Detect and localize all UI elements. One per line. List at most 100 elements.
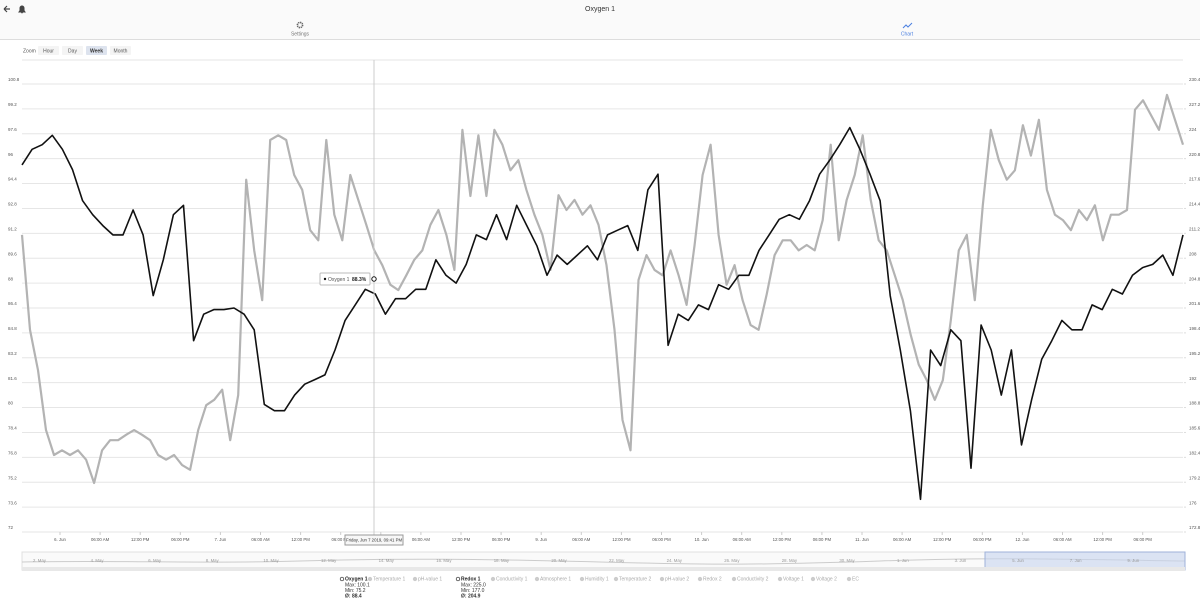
x-tick-label: 06:00 PM bbox=[171, 537, 190, 542]
zoom-button-label: Day bbox=[68, 48, 77, 54]
tooltip-value: 88.3% bbox=[352, 277, 367, 283]
legend-item[interactable]: Temperature 1 bbox=[367, 576, 405, 582]
legend-symbol bbox=[490, 576, 496, 582]
legend-item[interactable]: Atmosphere 1 bbox=[534, 576, 571, 582]
legend-stat: Ø: 204.9 bbox=[461, 593, 481, 599]
back-button[interactable] bbox=[3, 5, 10, 13]
tab-label: Chart bbox=[901, 31, 914, 37]
scrollbar[interactable] bbox=[22, 567, 1185, 571]
zoom-button[interactable]: Month bbox=[110, 46, 131, 55]
series-line bbox=[21, 126, 1184, 501]
legend-symbol bbox=[659, 576, 665, 582]
legend-symbol bbox=[339, 576, 345, 582]
series-line bbox=[20, 93, 1185, 485]
legend-label: Voltage 2 bbox=[816, 576, 837, 582]
y2-tick-label: 224 bbox=[1189, 127, 1197, 132]
zoom-button[interactable]: Week bbox=[86, 46, 107, 55]
legend-item[interactable]: Conductivity 1 bbox=[490, 576, 528, 582]
x-tick-label: 06:00 AM bbox=[251, 537, 270, 542]
x-tick-label: 12:00 PM bbox=[773, 537, 792, 542]
zoom-label: Zoom bbox=[23, 48, 36, 54]
legend-label: pH-value 2 bbox=[665, 576, 689, 582]
y-tick-label: 72 bbox=[8, 525, 14, 530]
legend-item[interactable]: Conductivity 2 bbox=[731, 576, 769, 582]
y2-tick-label: 176 bbox=[1189, 500, 1197, 505]
zoom-button[interactable]: Hour bbox=[38, 46, 59, 55]
y-tick-label: 88 bbox=[8, 276, 14, 281]
settings-tab[interactable]: Settings bbox=[291, 21, 310, 37]
navigator-label: 24. May bbox=[667, 558, 683, 563]
tooltip: Oxygen 1 88.3% Friday, Jun 7 2019, 09:41… bbox=[319, 272, 404, 546]
y2-tick-label: 230.4 bbox=[1189, 77, 1200, 82]
tooltip-swatch bbox=[323, 277, 327, 281]
legend-label: EC bbox=[852, 576, 859, 582]
navigator-label: 9. Jun bbox=[1127, 558, 1139, 563]
legend-label: Temperature 2 bbox=[619, 576, 651, 582]
legend-item[interactable]: Voltage 1 bbox=[777, 576, 804, 582]
time-tooltip: Friday, Jun 7 2019, 09:41 PM bbox=[346, 538, 402, 543]
chart: 72 73.6 75.2 76.8 78.4 80 81.6 83.2 84.8 86.4 88 89… bbox=[8, 59, 1200, 542]
legend-item[interactable]: pH-value 2 bbox=[659, 576, 689, 582]
y-tick-label: 83.2 bbox=[8, 351, 17, 356]
zoom-button-bg bbox=[38, 46, 59, 55]
zoom-button-bg bbox=[86, 46, 107, 55]
legend-symbol bbox=[613, 576, 619, 582]
legend-symbol bbox=[455, 576, 461, 582]
navigator-label: 18. May bbox=[494, 558, 510, 563]
x-tick-label: 9. Jun bbox=[535, 537, 547, 542]
x-tick-label: 7. Jun bbox=[215, 537, 227, 542]
legend-label: Oxygen 1 bbox=[345, 576, 368, 582]
y2-tick-label: 198.4 bbox=[1189, 326, 1200, 331]
x-tick-label: 06:00 PM bbox=[492, 537, 511, 542]
navigator-label: 1. Jun bbox=[897, 558, 909, 563]
zoom-button[interactable]: Day bbox=[62, 46, 83, 55]
navigator: 2. May 4. May 6. May 8. May 10. May 12. May 14… bbox=[21, 551, 1186, 571]
legend-item[interactable]: Humidity 1 bbox=[579, 576, 609, 582]
navigator-label: 26. May bbox=[724, 558, 740, 563]
legend-item[interactable]: Temperature 2 bbox=[613, 576, 651, 582]
navigator-label: 16. May bbox=[436, 558, 452, 563]
tooltip-series: Oxygen 1 bbox=[328, 277, 350, 283]
legend-label: Atmosphere 1 bbox=[540, 576, 571, 582]
navigator-label: 10. May bbox=[263, 558, 279, 563]
x-tick-label: 06:00 PM bbox=[652, 537, 671, 542]
y-tick-label: 75.2 bbox=[8, 475, 17, 480]
x-tick-label: 06:00 PM bbox=[813, 537, 832, 542]
legend-symbol bbox=[846, 576, 852, 582]
x-tick-label: 6. Jun bbox=[54, 537, 66, 542]
x-tick-label: 12:00 PM bbox=[933, 537, 952, 542]
legend-item[interactable]: Redox 2 bbox=[697, 576, 722, 582]
y2-tick-label: 208 bbox=[1189, 251, 1197, 256]
x-tick-label: 06:00 PM bbox=[1133, 537, 1152, 542]
y-tick-label: 99.2 bbox=[8, 102, 17, 107]
x-tick-label: 12:00 PM bbox=[131, 537, 150, 542]
legend-stat: Max: 225.0 bbox=[461, 582, 486, 588]
x-tick-label: 12. Jun bbox=[1015, 537, 1030, 542]
navigator-label: 12. May bbox=[321, 558, 337, 563]
notifications-button[interactable] bbox=[18, 5, 26, 14]
legend-label: pH-value 1 bbox=[418, 576, 442, 582]
navigator-label: 5. Jun bbox=[1012, 558, 1024, 563]
y2-tick-label: 227.2 bbox=[1189, 102, 1200, 107]
legend-symbol bbox=[412, 576, 418, 582]
y-tick-label: 96 bbox=[8, 152, 14, 157]
legend-symbol bbox=[534, 576, 540, 582]
x-tick-label: 12:00 PM bbox=[612, 537, 631, 542]
legend-item[interactable]: Voltage 2 bbox=[810, 576, 837, 582]
zoom-button-label: Hour bbox=[43, 48, 54, 54]
x-tick-label: 11. Jun bbox=[855, 537, 869, 542]
settings-icon bbox=[296, 21, 304, 29]
tooltip-point bbox=[371, 276, 377, 282]
legend-label: Voltage 1 bbox=[783, 576, 804, 582]
y2-tick-label: 201.6 bbox=[1189, 301, 1200, 306]
legend-item[interactable]: pH-value 1 bbox=[412, 576, 442, 582]
navigator-label: 6. May bbox=[148, 558, 162, 563]
y-tick-label: 78.4 bbox=[8, 426, 17, 431]
legend-item[interactable]: EC bbox=[846, 576, 859, 582]
x-tick-label: 06:00 AM bbox=[91, 537, 110, 542]
chart-icon bbox=[902, 22, 913, 29]
chart-tab[interactable]: Chart bbox=[901, 22, 914, 37]
